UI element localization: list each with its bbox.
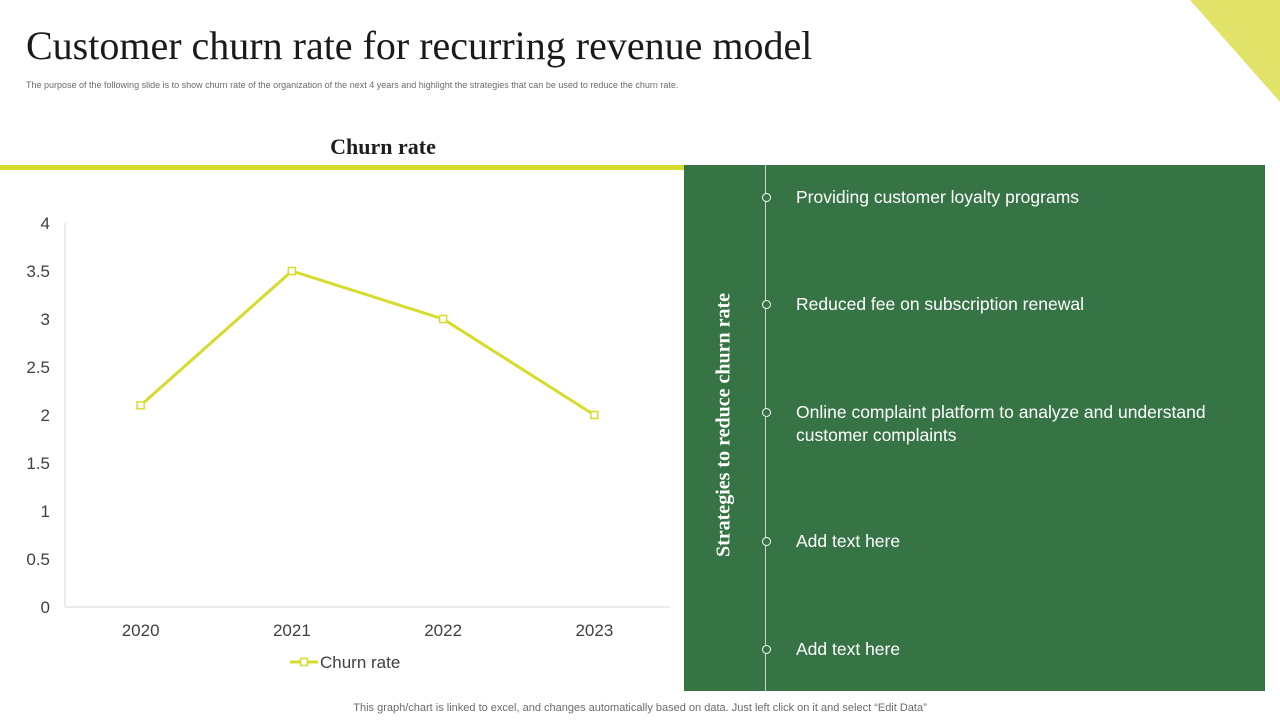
y-tick-label: 0: [41, 598, 50, 617]
data-point: [287, 266, 297, 276]
y-tick-label: 2: [41, 406, 50, 425]
y-tick-label: 4: [41, 214, 50, 233]
corner-decoration: [1190, 0, 1280, 102]
data-point: [590, 410, 599, 420]
strategies-panel: [684, 165, 1265, 691]
data-point: [438, 314, 448, 324]
x-tick-label: 2020: [122, 621, 160, 640]
footnote: This graph/chart is linked to excel, and…: [353, 702, 927, 714]
page-subtitle: The purpose of the following slide is to…: [26, 80, 679, 90]
y-tick-label: 2.5: [26, 358, 50, 377]
y-tick-label: 1: [41, 502, 50, 521]
x-tick-label: 2022: [424, 621, 462, 640]
timeline-line: [765, 165, 766, 691]
timeline-dot: [762, 645, 771, 654]
legend-marker: [299, 657, 309, 667]
churn-rate-chart: 0 0.5 1 1.5 2 2.5 3 3.5 4 2020 2021 2022 2023 Churn r…: [26, 214, 670, 672]
strategy-item: Online complaint platform to analyze and…: [796, 402, 1206, 445]
strategies-heading: Strategies to reduce churn rate: [712, 292, 735, 558]
strategy-item: Add text here: [796, 531, 901, 551]
accent-divider: [0, 165, 690, 170]
y-tick-label: 3: [41, 310, 50, 329]
strategy-item: Providing customer loyalty programs: [796, 187, 1080, 207]
page-title: Customer churn rate for recurring revenu…: [26, 23, 813, 68]
chart-title: Churn rate: [330, 134, 436, 159]
data-point: [136, 401, 145, 410]
x-tick-label: 2021: [273, 621, 311, 640]
y-tick-label: 0.5: [26, 550, 50, 569]
series-line: [139, 269, 596, 417]
timeline-dot: [762, 408, 771, 417]
y-tick-label: 1.5: [26, 454, 50, 473]
x-tick-label: 2023: [575, 621, 613, 640]
strategy-item: Reduced fee on subscription renewal: [796, 294, 1084, 314]
timeline-dot: [762, 537, 771, 546]
timeline-dot: [762, 300, 771, 309]
y-tick-label: 3.5: [26, 262, 50, 281]
timeline-dot: [762, 193, 771, 202]
legend-label: Churn rate: [320, 653, 400, 672]
strategy-item: Add text here: [796, 639, 901, 659]
